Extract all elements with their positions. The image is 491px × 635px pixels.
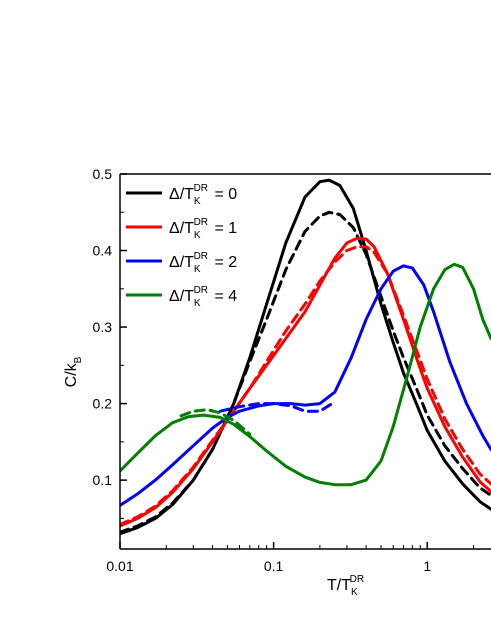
- series-layer: [120, 178, 491, 536]
- legend: Δ/TKDR = 0 Δ/TKDR = 1 Δ/TKDR = 2 Δ/TKDR = 4: [126, 183, 237, 309]
- y-axis-title-sub: B: [73, 356, 84, 363]
- series-2-solid-line: [120, 264, 491, 507]
- y-tick-label-3: 0.4: [93, 243, 113, 259]
- x-axis-title-sub: K: [351, 587, 358, 598]
- y-tick-label-4: 0.5: [93, 166, 113, 182]
- x-axis-title-sup: DR: [350, 574, 364, 585]
- legend-label-3: Δ/TKDR = 4: [169, 285, 237, 309]
- legend-label-1: Δ/TKDR = 1: [169, 217, 237, 241]
- y-tick-label-2: 0.3: [93, 319, 113, 335]
- series-1-dashed-line: [120, 245, 491, 526]
- x-tick-label-2: 1: [423, 558, 431, 574]
- y-axis-title: C/kB: [63, 356, 84, 387]
- series-3-dashed-line: [179, 408, 252, 436]
- ticks-layer: 0.01 0.1 1 0.1 0.2 0.3 0.4 0.5: [93, 166, 474, 574]
- x-tick-label-1: 0.1: [264, 558, 284, 574]
- series-3-solid-line: [120, 262, 491, 487]
- y-tick-label-1: 0.2: [93, 396, 113, 412]
- series-1-solid-line: [120, 236, 491, 528]
- x-tick-label-0: 0.01: [106, 558, 133, 574]
- series-0-dashed-line: [120, 210, 491, 534]
- legend-label-2: Δ/TKDR = 2: [169, 251, 237, 275]
- x-axis-title: T/TK DR: [327, 574, 364, 598]
- legend-label-0: Δ/TKDR = 0: [169, 183, 237, 207]
- x-axis-title-main: T/T: [327, 577, 351, 594]
- series-2-dashed-line: [218, 402, 334, 413]
- y-axis-title-main: C/k: [63, 362, 80, 387]
- y-tick-label-0: 0.1: [93, 472, 113, 488]
